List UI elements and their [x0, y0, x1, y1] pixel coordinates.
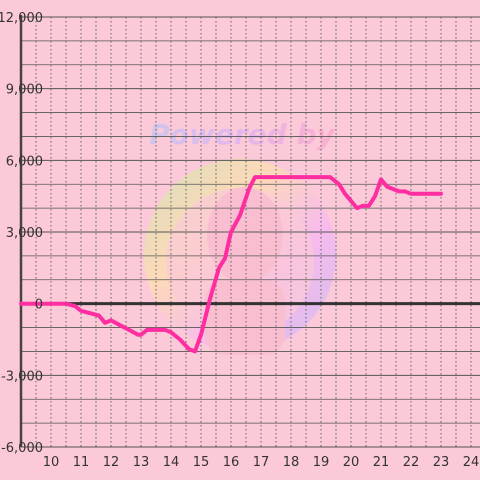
y-tick-label: -3,000	[1, 369, 43, 384]
x-tick-label: 11	[73, 455, 90, 470]
x-tick-label: 21	[373, 455, 390, 470]
x-tick-label: 24	[463, 455, 480, 470]
series-line	[19, 175, 443, 354]
y-tick-label: 3,000	[6, 226, 43, 241]
series-layer	[19, 175, 443, 354]
x-tick-labels: 10 11 12 13 14 15 16 17 18 19 20 21 22 23 24	[43, 455, 480, 470]
x-tick-label: 17	[253, 455, 270, 470]
watermark-figure-body	[205, 280, 285, 355]
axes	[19, 15, 480, 448]
y-tick-label: 12,000	[0, 11, 43, 26]
watermark-text: Powered by	[149, 118, 336, 151]
x-tick-label: 13	[133, 455, 150, 470]
y-tick-label: 6,000	[6, 154, 43, 169]
y-tick-label: 0	[35, 298, 43, 313]
x-tick-label: 10	[43, 455, 60, 470]
x-tick-label: 19	[313, 455, 330, 470]
x-tick-label: 18	[283, 455, 300, 470]
x-tick-label: 12	[103, 455, 120, 470]
y-tick-label: -6,000	[1, 441, 43, 456]
x-tick-label: 15	[193, 455, 210, 470]
x-tick-label: 14	[163, 455, 180, 470]
watermark: Powered by	[144, 118, 336, 355]
x-tick-label: 20	[343, 455, 360, 470]
y-tick-label: 9,000	[6, 83, 43, 98]
x-tick-label: 23	[433, 455, 450, 470]
y-tick-labels: -6,000 -3,000 0 3,000 6,000 9,000 12,000	[0, 11, 43, 456]
x-tick-label: 16	[223, 455, 240, 470]
x-tick-label: 22	[403, 455, 420, 470]
